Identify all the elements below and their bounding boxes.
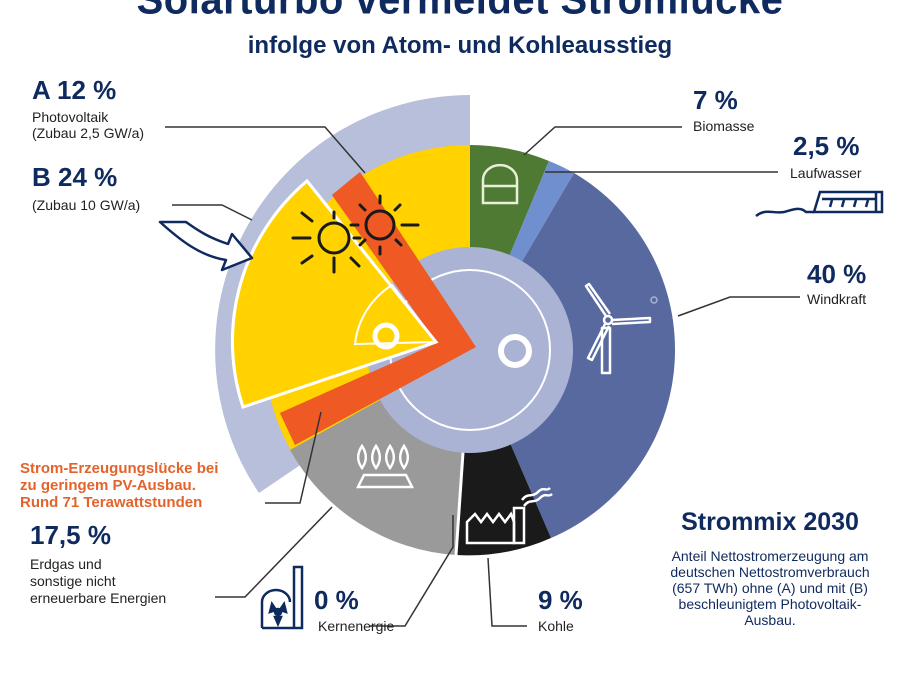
summary-line: Ausbau. — [744, 612, 796, 628]
water-percent: 2,5 % — [793, 131, 860, 161]
wind-turbine-icon — [584, 282, 658, 375]
gap-note-line2: zu geringem PV-Ausbau. — [20, 477, 196, 494]
gas-line2: sonstige nicht — [30, 573, 116, 589]
biomass-percent: 7 % — [693, 85, 738, 115]
pv-a-sub: (Zubau 2,5 GW/a) — [32, 125, 145, 141]
biomass-icon — [481, 163, 519, 205]
leader-lines — [165, 126, 800, 627]
gas-line3: erneuerbare Energien — [30, 590, 167, 606]
wind-name: Windkraft — [807, 291, 867, 307]
summary-title: Strommix 2030 — [681, 508, 859, 536]
chart-subtitle: infolge von Atom- und Kohleausstieg — [247, 32, 673, 59]
chart-title: Solarturbo vermeidet Stromlücke — [0, 0, 920, 24]
nuclear-percent: 0 % — [314, 585, 359, 615]
wind-percent: 40 % — [807, 259, 867, 289]
arrow-icon — [158, 220, 254, 272]
summary-description: Anteil Nettostromerzeugung am deutschen … — [636, 548, 904, 628]
summary-line: (657 TWh) ohne (A) und mit (B) — [672, 580, 868, 596]
coal-factory-icon — [465, 487, 553, 545]
summary-line: beschleunigtem Photovoltaik- — [678, 596, 862, 612]
summary-line: Anteil Nettostromerzeugung am — [671, 548, 869, 564]
sun-icon-b — [291, 210, 362, 274]
gap-note-line3: Rund 71 Terawattstunden — [20, 494, 203, 511]
water-name: Laufwasser — [790, 165, 862, 181]
water-turbine-icon — [755, 190, 884, 218]
coal-name: Kohle — [538, 618, 574, 634]
gap-note-line1: Strom-Erzeugungslücke bei — [20, 460, 219, 477]
gas-percent: 17,5 % — [30, 520, 111, 550]
biomass-name: Biomasse — [693, 118, 755, 134]
pv-b-center-ring — [372, 322, 400, 350]
gas-flame-icon — [355, 443, 415, 489]
pv-a-percent: A 12 % — [32, 75, 117, 105]
summary-line: deutschen Nettostromverbrauch — [670, 564, 870, 580]
pv-b-sub: (Zubau 10 GW/a) — [32, 197, 141, 213]
pv-a-name: Photovoltaik — [32, 109, 109, 125]
nuclear-name: Kernenergie — [318, 618, 395, 634]
nuclear-plant-icon — [260, 565, 304, 630]
gas-line1: Erdgas und — [30, 556, 102, 572]
sun-icon — [349, 194, 420, 256]
pv-b-percent: B 24 % — [32, 162, 118, 192]
center-ring — [498, 334, 532, 368]
coal-percent: 9 % — [538, 585, 583, 615]
